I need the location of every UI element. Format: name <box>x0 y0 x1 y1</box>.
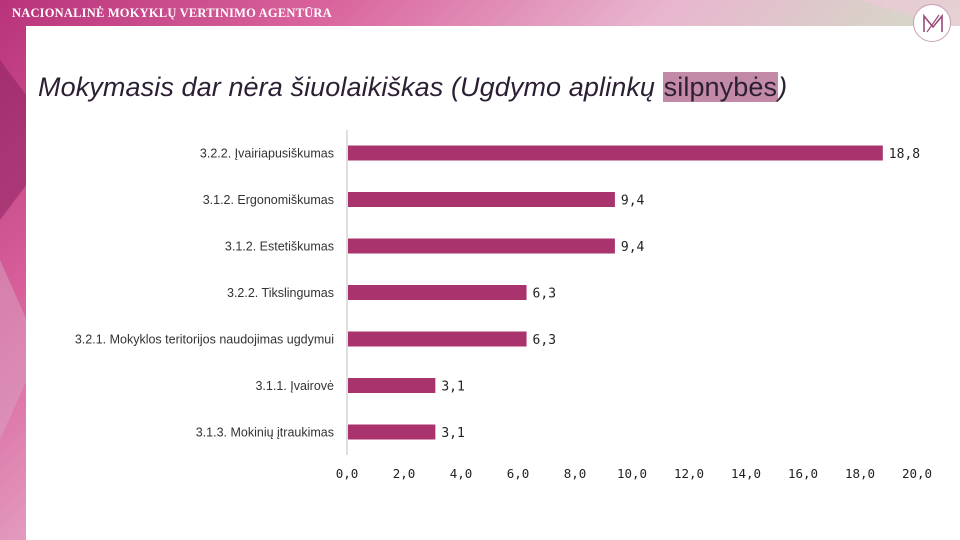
x-tick-label: 20,0 <box>902 466 932 481</box>
value-label: 9,4 <box>621 240 645 255</box>
slide-title-highlight: silpnybės <box>662 72 779 102</box>
nmva-logo-icon <box>913 4 951 42</box>
bar <box>348 238 615 254</box>
category-label: 3.1.2. Estetiškumas <box>225 240 334 254</box>
agency-name: NACIONALINĖ MOKYKLŲ VERTINIMO AGENTŪRA <box>12 6 332 20</box>
x-tick-label: 14,0 <box>731 466 761 481</box>
bar <box>348 378 436 393</box>
value-label: 18,8 <box>889 147 920 162</box>
x-tick-label: 0,0 <box>336 466 359 481</box>
x-tick-label: 4,0 <box>450 466 473 481</box>
value-label: 3,1 <box>441 426 464 441</box>
x-tick-label: 2,0 <box>393 466 416 481</box>
slide-title-main: Mokymasis dar nėra šiuolaikiškas (Ugdymo… <box>38 72 663 102</box>
value-label: 6,3 <box>533 333 556 348</box>
bar <box>348 192 615 207</box>
slide-title-end: ) <box>778 72 788 102</box>
value-label: 3,1 <box>441 380 464 395</box>
x-tick-label: 16,0 <box>788 466 818 481</box>
value-label: 6,3 <box>533 287 556 302</box>
x-tick-label: 6,0 <box>507 466 530 481</box>
category-label: 3.1.3. Mokinių įtraukimas <box>196 426 334 440</box>
bar <box>348 331 527 347</box>
value-label: 9,4 <box>621 194 645 209</box>
slide-panel <box>26 26 960 540</box>
category-label: 3.1.2. Ergonomiškumas <box>203 193 334 207</box>
x-tick-label: 10,0 <box>617 466 647 481</box>
bar <box>348 424 436 440</box>
category-label: 3.2.1. Mokyklos teritorijos naudojimas u… <box>75 333 334 347</box>
category-label: 3.2.2. Įvairiapusiškumas <box>200 147 334 161</box>
bar <box>348 285 527 300</box>
category-label: 3.1.1. Įvairovė <box>255 379 334 393</box>
header-bar: NACIONALINĖ MOKYKLŲ VERTINIMO AGENTŪRA <box>0 0 960 26</box>
bar <box>348 145 883 161</box>
x-tick-label: 8,0 <box>564 466 587 481</box>
category-label: 3.2.2. Tikslingumas <box>227 286 334 300</box>
slide-title: Mokymasis dar nėra šiuolaikiškas (Ugdymo… <box>38 72 787 103</box>
x-tick-label: 12,0 <box>674 466 704 481</box>
x-tick-label: 18,0 <box>845 466 875 481</box>
